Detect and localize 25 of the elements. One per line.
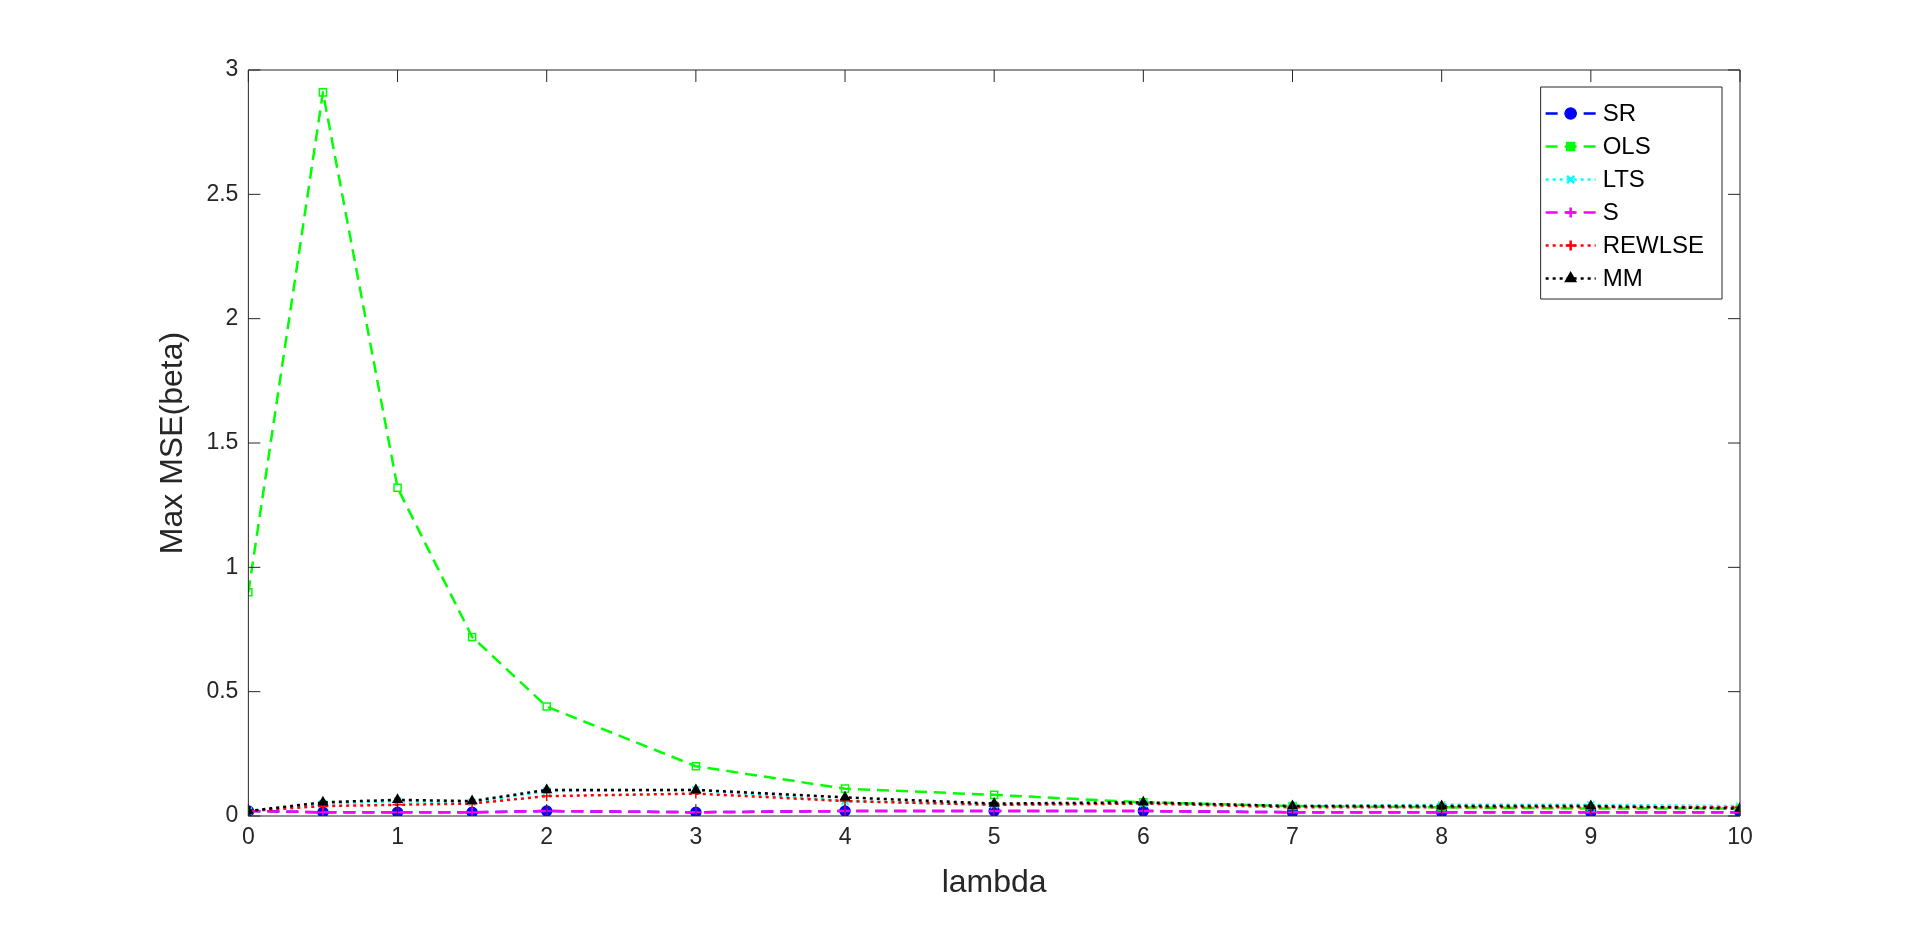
y-tick-label: 1	[225, 552, 239, 579]
x-tick-label: 10	[1727, 823, 1753, 850]
legend-label: MM	[1602, 264, 1643, 292]
legend-label: LTS	[1602, 165, 1645, 193]
x-tick-label: 6	[1136, 823, 1150, 850]
x-tick-label: 7	[1286, 823, 1299, 850]
y-tick-label: 3	[225, 55, 239, 82]
x-tick-label: 1	[391, 823, 404, 850]
y-axis-title: Max MSE(beta)	[153, 331, 190, 555]
x-tick-label: 9	[1584, 823, 1598, 850]
legend-label: REWLSE	[1602, 231, 1704, 259]
legend-label: SR	[1602, 99, 1636, 127]
y-tick-label: 2.5	[206, 179, 239, 206]
x-tick-label: 5	[987, 823, 1001, 850]
legend-label: OLS	[1602, 132, 1651, 160]
legend-label: S	[1602, 198, 1619, 226]
x-tick-label: 4	[838, 823, 852, 850]
y-tick-label: 0	[225, 801, 239, 828]
y-tick-label: 1.5	[206, 428, 239, 455]
x-tick-label: 3	[689, 823, 703, 850]
x-axis-title: lambda	[941, 862, 1047, 899]
x-tick-label: 2	[540, 823, 554, 850]
y-tick-label: 2	[225, 304, 239, 331]
y-tick-label: 0.5	[206, 677, 239, 704]
x-tick-label: 8	[1435, 823, 1449, 850]
